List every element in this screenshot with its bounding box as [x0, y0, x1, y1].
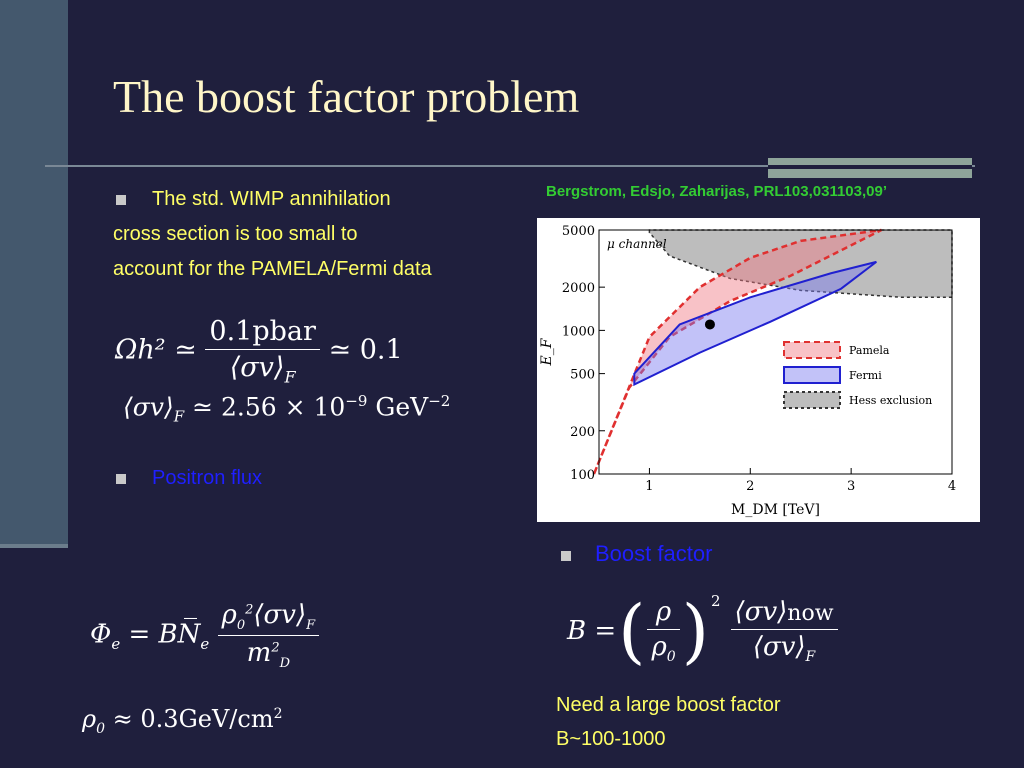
flux-numerator-sigma: ⟨σv⟩ — [253, 600, 307, 630]
cross-section-symbol: ⟨σv⟩ — [123, 392, 174, 422]
equation-lhs: Ωh² ≃ — [115, 334, 197, 366]
chart-figure: 1 2 3 4 100 200 500 1000 2000 5000 M_DM [TeV] E_F μ … — [537, 218, 980, 522]
cross-section-unit: GeV — [375, 392, 429, 422]
flux-symbol: Φ — [90, 619, 112, 650]
cross-section-subscript: F — [173, 407, 185, 426]
bullet-marker — [116, 195, 126, 205]
bullet-text-line3: account for the PAMELA/Fermi data — [113, 258, 432, 280]
legend-swatch — [783, 391, 841, 409]
positron-flux-label: Positron flux — [152, 467, 263, 489]
x-tick-label: 3 — [847, 479, 855, 494]
ratio-denominator-subscript: 0 — [666, 649, 676, 666]
equation-subscript: F — [284, 367, 296, 387]
sidebar-decoration — [0, 0, 68, 548]
panel-label: μ channel — [607, 237, 667, 251]
conclusion-line1: Need a large boost factor — [556, 694, 781, 716]
ratio-numerator: ρ — [647, 597, 680, 630]
x-tick-label: 2 — [746, 479, 754, 494]
equation-numerator: 0.1pbar — [205, 316, 320, 350]
legend-swatch — [783, 366, 841, 384]
y-axis-label: E_F — [539, 337, 555, 366]
ratio-exponent: 2 — [711, 592, 721, 610]
density-symbol: ρ — [82, 705, 97, 733]
divider-accent — [768, 158, 972, 178]
flux-boost-term: = BN̅ — [128, 619, 201, 650]
hess-exclusion-region — [648, 229, 953, 299]
equation-denominator: ⟨σv⟩ — [229, 352, 285, 383]
cross-section-equation: ⟨σv⟩F ≃ 2.56 × 10−9 GeV−2 — [123, 392, 450, 425]
legend-swatch — [783, 341, 841, 359]
density-exponent: 2 — [273, 706, 283, 722]
x-tick-label: 1 — [645, 479, 653, 494]
equation-rhs: ≃ 0.1 — [328, 334, 403, 366]
legend-label: Fermi — [849, 369, 882, 382]
y-tick-label: 5000 — [562, 224, 595, 239]
boost-factor-label: Boost factor — [595, 541, 713, 566]
cross-section-ratio: ⟨σv⟩now ⟨σv⟩F — [730, 596, 838, 666]
ratio-freezeout-subscript: F — [805, 649, 816, 666]
y-tick-label: 2000 — [562, 281, 595, 296]
flux-numerator-subscript: F — [306, 618, 316, 634]
flux-denominator-subscript: D — [279, 656, 291, 672]
right-paren: ) — [681, 590, 709, 672]
density-subscript: 0 — [96, 720, 106, 737]
boost-lhs: B = — [567, 616, 617, 646]
citation: Bergstrom, Edsjo, Zaharijas, PRL103,0311… — [546, 183, 888, 200]
bullet-marker — [116, 474, 126, 484]
slide-title: The boost factor problem — [113, 71, 580, 122]
flux-numerator-rho: ρ — [221, 600, 237, 630]
best-fit-marker — [704, 319, 715, 330]
boost-factor-equation: B = ( ρ ρ0 ) 2 ⟨σv⟩now ⟨σv⟩F — [567, 590, 838, 672]
flux-subscript: e — [111, 634, 121, 653]
flux-fraction: ρ02⟨σv⟩F m2D — [217, 600, 320, 672]
y-tick-label: 1000 — [562, 324, 595, 339]
conclusion-line2: B~100-1000 — [556, 728, 666, 750]
relic-density-equation: Ωh² ≃ 0.1pbar ⟨σv⟩F ≃ 0.1 — [115, 316, 403, 386]
density-ratio: ρ ρ0 — [647, 597, 680, 666]
y-tick-label: 100 — [570, 468, 595, 483]
positron-flux-equation: Φe = BN̅e ρ02⟨σv⟩F m2D — [90, 600, 320, 672]
legend-label: Hess exclusion — [849, 394, 932, 407]
legend-label: Pamela — [849, 344, 890, 357]
density-value: ≈ 0.3GeV/cm — [112, 705, 274, 733]
cross-section-unit-exponent: −2 — [428, 392, 451, 410]
cross-section-exponent: −9 — [345, 392, 368, 410]
bullet-marker — [561, 551, 571, 561]
bullet-text-line1: The std. WIMP annihilation — [152, 188, 391, 210]
flux-denominator: m — [246, 638, 272, 669]
fermi-region — [633, 260, 877, 387]
y-tick-label: 200 — [570, 425, 595, 440]
chart-svg: 1 2 3 4 100 200 500 1000 2000 5000 M_DM [TeV] E_F μ … — [539, 224, 956, 518]
ratio-denominator: ρ — [651, 631, 667, 662]
local-density-equation: ρ0 ≈ 0.3GeV/cm2 — [82, 705, 283, 737]
sidebar-accent — [0, 544, 68, 548]
y-tick-label: 500 — [570, 368, 595, 383]
flux-boost-subscript: e — [200, 634, 210, 653]
x-axis-label: M_DM [TeV] — [731, 502, 820, 518]
title-divider — [45, 165, 975, 167]
equation-fraction: 0.1pbar ⟨σv⟩F — [205, 316, 320, 386]
bullet-text-line2: cross section is too small to — [113, 223, 358, 245]
ratio-freezeout: ⟨σv⟩ — [752, 631, 806, 662]
x-tick-label: 4 — [948, 479, 956, 494]
cross-section-value: ≃ 2.56 × 10 — [192, 392, 346, 422]
left-paren: ( — [618, 590, 646, 672]
ratio-now: ⟨σv⟩ — [734, 596, 788, 627]
ratio-now-subscript: now — [787, 600, 834, 626]
plot-frame — [598, 229, 953, 475]
